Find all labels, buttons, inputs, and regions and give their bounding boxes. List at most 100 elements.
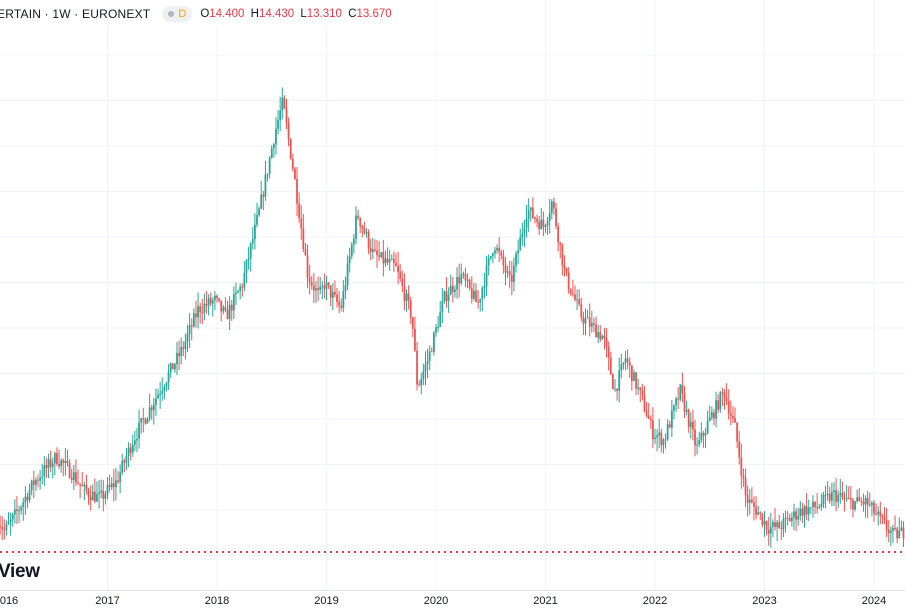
candle <box>43 456 45 486</box>
candle-body <box>311 282 313 285</box>
candle-body <box>267 174 269 175</box>
candle <box>515 251 517 273</box>
candle-body <box>698 440 700 444</box>
candle <box>412 317 414 337</box>
candle <box>296 167 298 216</box>
candle <box>766 520 768 535</box>
candle-body <box>395 263 397 266</box>
candle-body <box>646 411 648 416</box>
candle <box>168 364 170 390</box>
candle <box>490 256 492 260</box>
candle-body <box>654 438 656 440</box>
candle <box>214 291 216 310</box>
candle <box>366 228 368 237</box>
candle <box>686 400 688 415</box>
candle-body <box>305 249 307 255</box>
candle-body <box>172 363 174 369</box>
candle <box>210 293 212 307</box>
candle-body <box>229 305 231 319</box>
candle <box>62 458 64 476</box>
candle <box>191 318 193 340</box>
candle-body <box>793 512 795 518</box>
candle-body <box>161 391 163 394</box>
candle-body <box>785 518 787 519</box>
candle-body <box>250 244 252 259</box>
candle-body <box>583 318 585 324</box>
candle-body <box>338 302 340 306</box>
candle <box>479 298 481 311</box>
candlestick-chart[interactable] <box>0 0 905 590</box>
interval-badge[interactable]: D <box>162 6 192 22</box>
candle <box>54 452 56 476</box>
candle-body <box>842 493 844 497</box>
candle <box>601 334 603 339</box>
candle-body <box>738 441 740 457</box>
symbol-title[interactable]: ERTAIN · 1W · EURONEXT <box>0 7 150 21</box>
candle <box>220 300 222 321</box>
candle-body <box>770 527 772 534</box>
candle <box>380 252 382 259</box>
candle <box>292 154 294 172</box>
time-axis[interactable]: 016 2017 2018 2019 2020 2021 2022 2023 2… <box>0 590 905 614</box>
candle <box>804 505 806 528</box>
candle <box>429 345 431 370</box>
candle-body <box>96 494 98 501</box>
candle <box>707 411 709 435</box>
candle-body <box>705 433 707 436</box>
candle <box>496 244 498 254</box>
candle-body <box>481 288 483 299</box>
candle <box>77 470 79 486</box>
candle-body <box>446 291 448 301</box>
candle-body <box>896 528 898 538</box>
candle-body <box>100 491 102 493</box>
candle-body <box>778 522 780 528</box>
candle-body <box>679 385 681 400</box>
interval-badge-label: D <box>178 8 186 20</box>
candle <box>694 420 696 457</box>
candle <box>83 482 85 500</box>
chart-area[interactable] <box>0 0 905 590</box>
candle-body <box>128 448 130 457</box>
candle <box>806 493 808 520</box>
candle <box>618 358 620 403</box>
candle-body <box>627 359 629 363</box>
candle-body <box>353 239 355 245</box>
candle <box>452 277 454 303</box>
candle-body <box>132 445 134 453</box>
candle-body <box>833 490 835 492</box>
candle-body <box>370 248 372 252</box>
candle-body <box>422 371 424 378</box>
candle <box>875 504 877 516</box>
candle <box>416 342 418 391</box>
candle <box>616 388 618 400</box>
candle <box>500 250 502 260</box>
candle-body <box>509 271 511 275</box>
candle <box>502 250 504 274</box>
candle-body <box>408 294 410 301</box>
candle-body <box>888 530 890 534</box>
candle-body <box>220 301 222 312</box>
candle <box>526 205 528 238</box>
candle-body <box>35 480 37 485</box>
candle-body <box>517 251 519 254</box>
candle-body <box>806 506 808 514</box>
candle <box>448 287 450 313</box>
candle <box>844 492 846 512</box>
candle-body <box>243 273 245 287</box>
candle <box>130 443 132 460</box>
candle <box>505 257 507 285</box>
candle <box>349 248 351 273</box>
candle <box>298 192 300 222</box>
candle-body <box>271 149 273 158</box>
candle-body <box>8 522 10 524</box>
candle-body <box>149 407 151 418</box>
candle <box>860 497 862 506</box>
candle-body <box>745 478 747 495</box>
candle-body <box>458 277 460 283</box>
candle-body <box>387 259 389 263</box>
candle <box>736 422 738 448</box>
candle <box>882 514 884 525</box>
candle-body <box>235 293 237 295</box>
candle <box>258 206 260 217</box>
candle <box>467 273 469 288</box>
